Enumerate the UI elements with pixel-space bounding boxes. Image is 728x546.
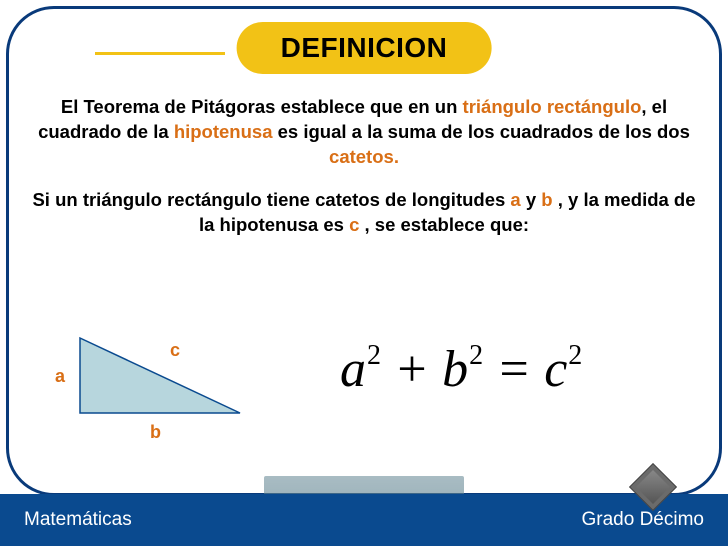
formula-eq: = (483, 341, 544, 398)
paragraph-1: El Teorema de Pitágoras establece que en… (30, 95, 698, 170)
p2-t1: Si un triángulo rectángulo tiene catetos… (32, 189, 510, 210)
p1-h2: hipotenusa (174, 121, 273, 142)
content-area: El Teorema de Pitágoras establece que en… (30, 95, 698, 248)
triangle-shape (80, 338, 240, 413)
formula-b: b (442, 341, 468, 398)
p1-t4: . (394, 146, 399, 167)
p1-t1: El Teorema de Pitágoras establece que en… (61, 96, 463, 117)
pythagoras-formula: a2 + b2 = c2 (340, 340, 582, 399)
footer-left: Matemáticas (24, 509, 132, 531)
p2-hc: c (349, 214, 359, 235)
p2-hb: b (541, 189, 552, 210)
triangle-diagram: a b c (60, 328, 280, 458)
triangle-label-a: a (55, 366, 65, 387)
triangle-svg (60, 328, 260, 428)
formula-c-exp: 2 (568, 340, 582, 371)
figure-area: a b c a2 + b2 = c2 (40, 320, 688, 460)
title-text: DEFINICION (281, 32, 448, 63)
formula-plus: + (381, 341, 442, 398)
p2-t2: y (521, 189, 542, 210)
formula-c: c (544, 341, 567, 398)
footer-right: Grado Décimo (582, 509, 705, 531)
footer-bar: Matemáticas Grado Décimo (0, 494, 728, 546)
formula-a-exp: 2 (367, 340, 381, 371)
triangle-label-b: b (150, 422, 161, 443)
formula-a: a (340, 341, 366, 398)
p2-ha: a (510, 189, 520, 210)
paragraph-2: Si un triángulo rectángulo tiene catetos… (30, 188, 698, 238)
p1-t2b: la (153, 121, 174, 142)
formula-b-exp: 2 (469, 340, 483, 371)
title-pill: DEFINICION (237, 22, 492, 74)
p1-h3: catetos (329, 146, 394, 167)
title-underline (95, 52, 225, 55)
p1-h1: triángulo rectángulo (463, 96, 642, 117)
triangle-label-c: c (170, 340, 180, 361)
p1-t3: es igual a la suma de los cuadrados de l… (272, 121, 689, 142)
p2-t4: , se establece que: (359, 214, 529, 235)
